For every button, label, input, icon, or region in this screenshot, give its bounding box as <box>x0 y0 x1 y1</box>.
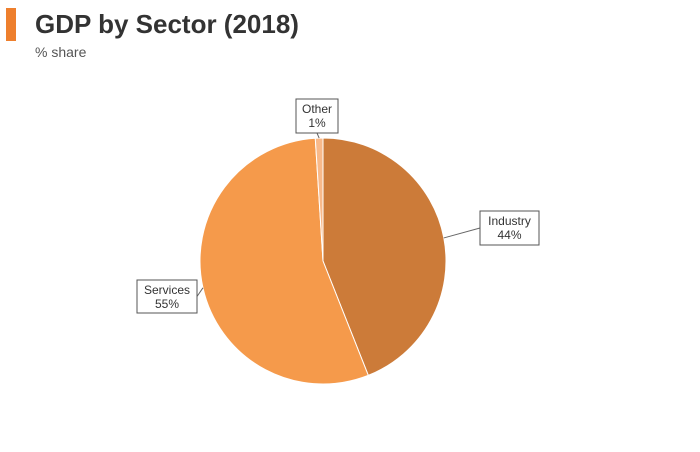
leader-line-other <box>316 132 320 139</box>
data-label-value-industry: 44% <box>497 228 521 242</box>
title-accent-bar <box>6 8 16 41</box>
leader-line-industry <box>443 227 481 239</box>
pie-slice-other <box>314 137 324 262</box>
leader-line-services <box>196 287 204 297</box>
chart-title: GDP by Sector (2018) <box>35 9 299 39</box>
data-label-box-industry <box>479 210 540 246</box>
data-label-name-industry: Industry <box>488 214 531 228</box>
data-label-value-other: 1% <box>308 116 326 130</box>
data-label-box-other <box>295 98 339 134</box>
data-label-name-other: Other <box>302 102 332 116</box>
data-label-name-services: Services <box>144 283 190 297</box>
pie-slice-industry <box>322 137 447 377</box>
chart-subtitle: % share <box>35 44 87 60</box>
pie-slice-services <box>199 137 369 385</box>
data-label-value-services: 55% <box>155 297 179 311</box>
data-label-box-services <box>136 279 198 314</box>
